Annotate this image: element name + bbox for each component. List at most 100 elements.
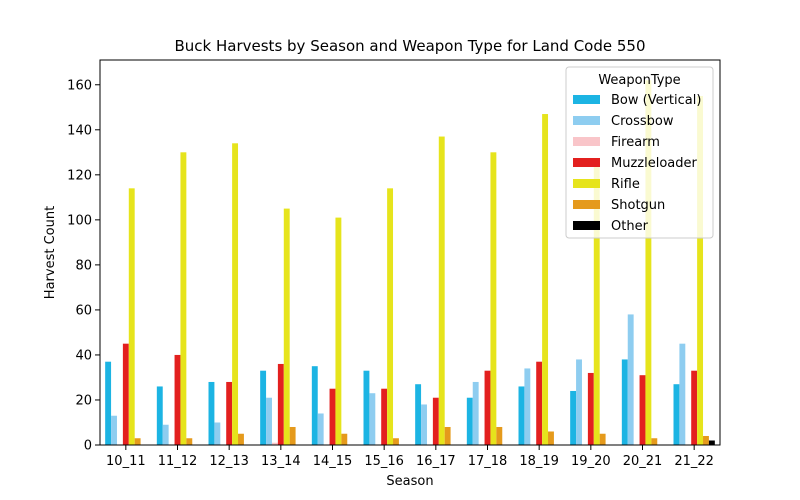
legend-label: Other <box>611 219 649 234</box>
bar-muzzleloader-15_16 <box>381 388 388 445</box>
bar-bow-vertical-21_22 <box>673 384 680 445</box>
legend-label: Bow (Vertical) <box>611 93 701 108</box>
legend-title: WeaponType <box>598 73 680 88</box>
x-tick-label: 21_22 <box>674 454 714 469</box>
bar-rifle-14_15 <box>335 217 342 445</box>
y-tick-label: 80 <box>75 258 92 273</box>
bar-bow-vertical-11_12 <box>156 386 163 445</box>
bar-rifle-13_14 <box>283 208 290 445</box>
bar-muzzleloader-10_11 <box>122 343 129 445</box>
bar-shotgun-19_20 <box>599 433 606 445</box>
bar-muzzleloader-20_21 <box>639 375 646 445</box>
x-tick-label: 16_17 <box>416 454 456 469</box>
bar-shotgun-20_21 <box>651 438 658 445</box>
bar-firearm-13_14 <box>271 442 278 445</box>
y-tick-label: 60 <box>75 303 92 318</box>
legend-label: Muzzleloader <box>611 156 697 171</box>
bar-shotgun-18_19 <box>548 431 554 445</box>
x-tick-label: 10_11 <box>106 454 146 469</box>
legend: WeaponType Bow (Vertical) Crossbow Firearm M… <box>565 66 714 239</box>
legend-swatch <box>573 221 600 230</box>
legend-swatch <box>573 95 600 104</box>
y-tick-label: 20 <box>75 393 92 408</box>
plot-area <box>105 80 715 446</box>
bar-crossbow-15_16 <box>369 393 376 445</box>
bar-rifle-21_22 <box>697 96 704 446</box>
bar-shotgun-17_18 <box>496 426 503 445</box>
bar-bow-vertical-15_16 <box>363 370 370 445</box>
bar-bow-vertical-19_20 <box>570 390 577 445</box>
bar-shotgun-15_16 <box>393 438 399 445</box>
bar-rifle-18_19 <box>542 114 549 445</box>
x-tick-label: 13_14 <box>261 454 301 469</box>
x-tick-label: 18_19 <box>519 454 559 469</box>
legend-swatch <box>573 179 600 188</box>
bar-crossbow-11_12 <box>162 424 169 445</box>
chart-title: Buck Harvests by Season and Weapon Type … <box>175 37 646 55</box>
bar-bow-vertical-20_21 <box>621 359 628 445</box>
bar-shotgun-11_12 <box>186 438 193 445</box>
legend-box <box>565 66 714 239</box>
bar-bow-vertical-13_14 <box>260 370 267 445</box>
legend-swatch <box>573 137 600 146</box>
bar-bow-vertical-10_11 <box>105 361 112 445</box>
bar-bow-vertical-12_13 <box>208 381 215 445</box>
bar-crossbow-21_22 <box>679 343 686 445</box>
x-tick-label: 11_12 <box>158 454 198 469</box>
legend-label: Crossbow <box>611 114 674 129</box>
bar-rifle-16_17 <box>438 136 445 446</box>
legend-swatch <box>573 158 600 167</box>
bar-muzzleloader-18_19 <box>536 361 543 445</box>
bar-rifle-17_18 <box>490 152 497 445</box>
x-tick-label: 12_13 <box>209 454 249 469</box>
x-tick-label: 14_15 <box>313 454 353 469</box>
y-tick-label: 120 <box>67 168 92 183</box>
bar-shotgun-16_17 <box>444 426 451 445</box>
bar-crossbow-17_18 <box>472 381 479 445</box>
bar-rifle-12_13 <box>232 143 239 446</box>
x-axis: 10_11 11_12 12_13 13_14 14_15 15_16 16_17 17_18… <box>106 445 714 469</box>
bar-shotgun-14_15 <box>341 433 348 445</box>
bar-rifle-20_21 <box>645 80 652 445</box>
y-axis-label: Harvest Count <box>43 206 58 299</box>
x-tick-label: 20_21 <box>623 454 663 469</box>
plot-frame <box>99 59 721 446</box>
legend-label: Rifle <box>611 177 640 192</box>
bar-muzzleloader-11_12 <box>174 354 181 445</box>
bar-bow-vertical-16_17 <box>415 384 422 445</box>
x-axis-label: Season <box>386 474 433 489</box>
bar-muzzleloader-12_13 <box>226 381 233 445</box>
bar-crossbow-18_19 <box>524 368 531 445</box>
bar-crossbow-12_13 <box>214 422 221 445</box>
bar-muzzleloader-17_18 <box>484 370 491 445</box>
x-tick-label: 15_16 <box>364 454 404 469</box>
bar-other-21_22 <box>708 440 715 445</box>
bar-shotgun-13_14 <box>289 426 296 445</box>
y-tick-label: 0 <box>84 439 92 454</box>
bar-rifle-10_11 <box>128 188 135 445</box>
bar-crossbow-19_20 <box>576 359 582 445</box>
bar-muzzleloader-16_17 <box>432 397 439 445</box>
bar-bow-vertical-18_19 <box>518 386 525 445</box>
bar-shotgun-12_13 <box>238 433 244 445</box>
bar-crossbow-13_14 <box>266 397 272 445</box>
x-tick-label: 19_20 <box>571 454 611 469</box>
x-tick-label: 17_18 <box>468 454 508 469</box>
bar-crossbow-10_11 <box>111 415 117 445</box>
y-tick-label: 160 <box>67 78 92 93</box>
y-tick-label: 100 <box>67 213 92 228</box>
bar-shotgun-21_22 <box>703 435 709 445</box>
bar-shotgun-10_11 <box>134 438 141 445</box>
y-tick-label: 40 <box>75 348 92 363</box>
bar-crossbow-16_17 <box>421 404 427 445</box>
bar-bow-vertical-17_18 <box>466 397 473 445</box>
bar-muzzleloader-21_22 <box>691 370 698 445</box>
y-tick-label: 140 <box>67 123 92 138</box>
bar-rifle-11_12 <box>180 152 187 445</box>
legend-swatch <box>573 116 600 125</box>
bar-rifle-15_16 <box>387 188 394 445</box>
bar-rifle-19_20 <box>593 163 600 445</box>
bar-bow-vertical-14_15 <box>311 366 318 445</box>
legend-swatch <box>573 200 600 209</box>
